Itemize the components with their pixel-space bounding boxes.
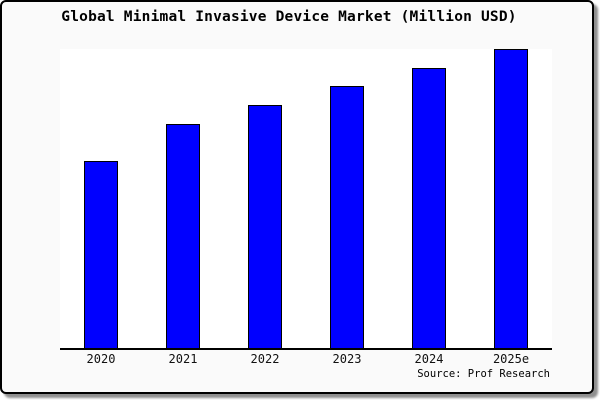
bar-2022 [248,104,282,348]
x-tick-label-2022: 2022 [250,352,280,366]
x-tick-label-2021: 2021 [168,352,198,366]
x-tick-label-2025e: 2025e [492,352,530,366]
bar-2023 [330,86,364,348]
source-note: Source: Prof Research [417,368,550,380]
x-axis-labels: 2020 2021 2022 2023 2024 2025e [60,352,552,366]
chart-card: Global Minimal Invasive Device Market (M… [0,0,594,394]
x-tick-label-2024: 2024 [414,352,444,366]
bar-2024 [412,67,446,348]
chart-title: Global Minimal Invasive Device Market (M… [61,9,517,25]
bar-2021 [166,123,200,348]
x-tick-label-2023: 2023 [332,352,362,366]
bar-2025e [494,49,528,348]
plot-area [60,49,552,350]
x-tick-label-2020: 2020 [86,352,116,366]
bar-2020 [84,160,118,348]
